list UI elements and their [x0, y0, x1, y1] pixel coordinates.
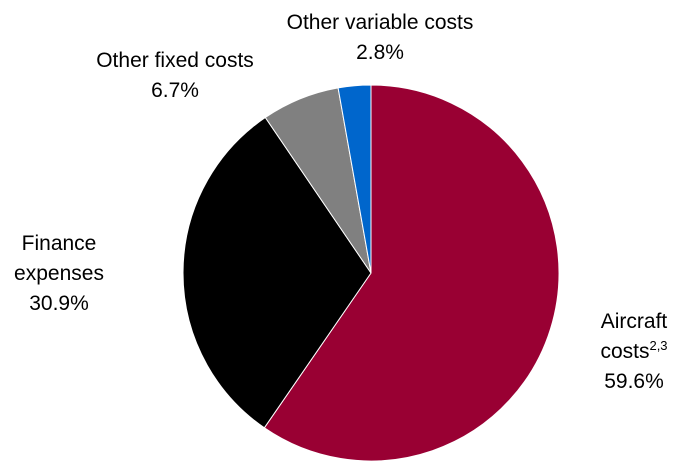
slice-label-aircraft-costs-line-2: costs — [600, 340, 650, 363]
slice-label-finance-expenses-line-2: expenses — [14, 262, 104, 285]
slice-value-aircraft-costs: 59.6% — [604, 370, 664, 393]
slice-value-other-fixed-costs: 6.7% — [151, 79, 199, 102]
pie-slices — [182, 84, 560, 462]
slice-label-finance-expenses: Finance expenses 30.9% — [0, 229, 118, 319]
pie-slice-finance-expenses — [182, 116, 372, 429]
pie-slice-aircraft-costs — [263, 84, 560, 462]
slice-label-aircraft-costs-footnote: 2,3 — [649, 338, 668, 353]
slice-label-aircraft-costs-line-1: Aircraft — [600, 310, 668, 333]
slice-label-finance-expenses-line-1: Finance — [21, 232, 97, 255]
slice-label-other-variable-costs-line-1: Other variable costs — [286, 11, 474, 34]
slice-value-finance-expenses: 30.9% — [29, 292, 89, 315]
slice-value-other-variable-costs: 2.8% — [356, 41, 404, 64]
slice-label-other-variable-costs: Other variable costs 2.8% — [250, 8, 510, 68]
slice-label-aircraft-costs: Aircraft costs2,3 59.6% — [586, 307, 682, 397]
slice-label-other-fixed-costs-line-1: Other fixed costs — [96, 49, 254, 72]
slice-label-other-fixed-costs: Other fixed costs 6.7% — [70, 46, 280, 106]
pie-slice-other-variable-costs — [337, 84, 372, 274]
